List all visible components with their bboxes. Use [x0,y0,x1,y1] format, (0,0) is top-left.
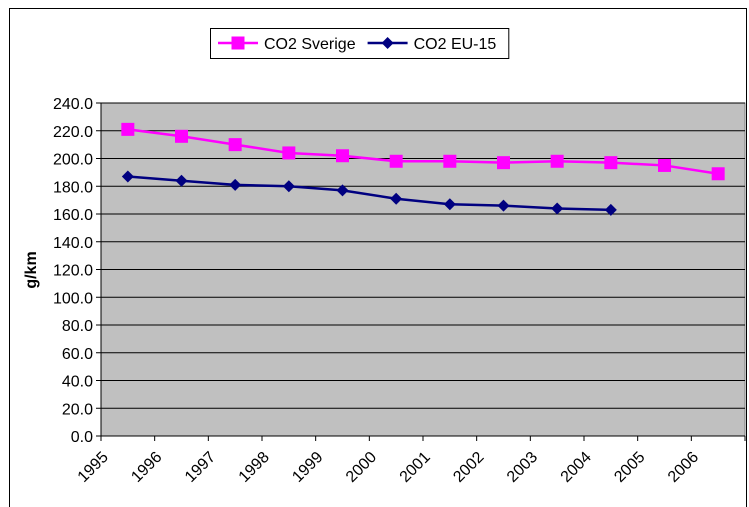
marker [443,154,457,168]
legend-box [210,28,510,59]
y-tick-label: 200.0 [53,152,93,169]
legend-label: CO2 Sverige [264,36,356,53]
y-tick-label: 0.0 [71,429,93,446]
y-tick-label: 180.0 [53,179,93,196]
legend: CO2 Sverige CO2 EU-15 [210,28,510,59]
marker [228,138,242,152]
marker [550,154,564,168]
y-tick-label: 80.0 [62,318,93,335]
marker [443,198,456,211]
marker [121,122,135,136]
y-tick-label: 40.0 [62,374,93,391]
marker [231,36,245,50]
marker [658,158,671,172]
y-tick-label: 140.0 [53,235,93,252]
y-tick-label: 60.0 [62,346,93,363]
marker [282,180,295,193]
marker [175,174,188,187]
y-axis-label: g/km [23,251,40,288]
marker [390,192,403,205]
series-line [127,175,611,212]
marker [336,184,349,197]
marker [389,154,403,168]
marker [604,203,617,216]
marker [711,167,725,181]
y-tick-label: 160.0 [53,207,93,224]
y-tick-label: 100.0 [53,290,93,307]
y-tick-label: 240.0 [53,96,93,113]
y-tick-label: 20.0 [62,401,93,418]
marker [229,178,242,191]
y-tick-label: 120.0 [53,263,93,280]
marker [497,199,510,212]
marker [121,170,134,183]
marker [175,129,188,143]
marker [604,156,618,170]
series-line [127,128,719,175]
marker [282,146,296,160]
marker [336,149,349,163]
marker [497,156,510,170]
y-tick-label: 220.0 [53,124,93,141]
marker [551,202,564,215]
legend-label: CO2 EU-15 [414,36,497,53]
marker [381,37,394,49]
